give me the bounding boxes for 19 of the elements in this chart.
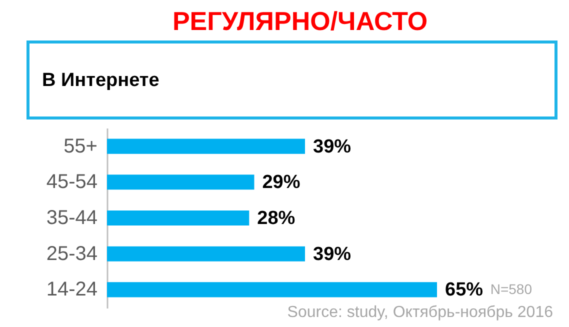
annotation: Source: study, Октябрь-ноябрь 2016 [287,304,554,321]
data-label: 29% [262,172,300,194]
y-tick-label: 14-24 [46,278,98,301]
bar [107,138,305,154]
data-label: 65% [445,280,484,301]
y-tick-label: 35-44 [46,207,98,229]
chart-subtitle: В Интернете [42,70,160,91]
y-tick-label: 55+ [64,135,98,158]
bar [107,282,437,298]
y-tick-label: 25-34 [46,242,98,265]
bar [107,210,250,226]
y-tick-label: 45-54 [46,171,98,194]
chart-title: РЕГУЛЯРНО/ЧАСТО [172,6,428,36]
text: N=580 [490,281,532,297]
data-label: 39% [313,136,352,158]
data-label: 39% [313,244,352,265]
bar [107,246,305,262]
bar [107,174,254,190]
data-label: 28% [257,208,296,229]
